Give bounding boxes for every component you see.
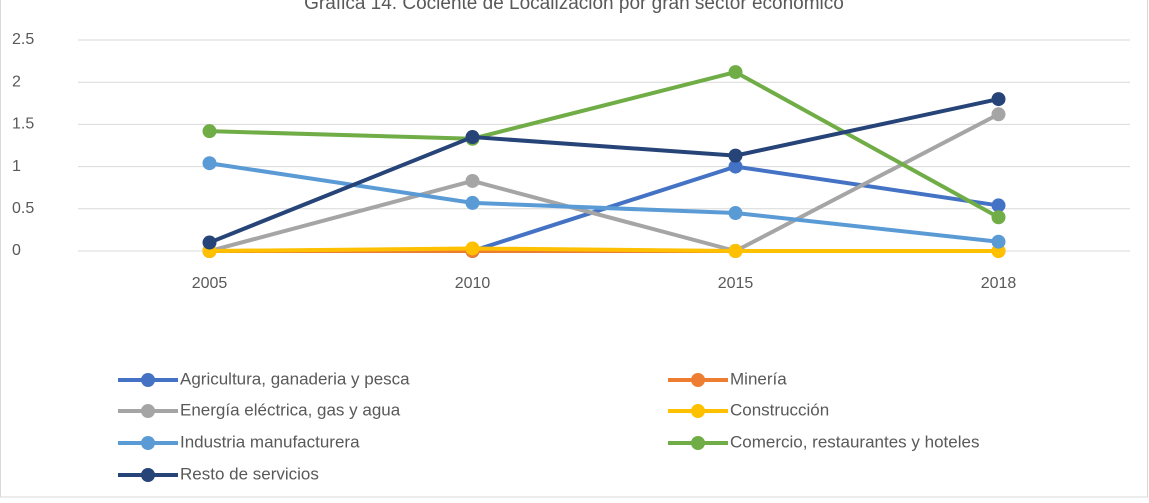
marker [991, 198, 1006, 213]
x-tick-label: 2010 [455, 275, 491, 292]
legend-item: Industria manufacturera [118, 432, 360, 451]
series-line [209, 246, 999, 253]
y-tick-label: 1 [12, 158, 21, 175]
legend-item: Minería [668, 369, 787, 388]
plot-area [202, 65, 1006, 258]
marker [728, 244, 743, 258]
legend-marker [691, 373, 705, 387]
legend: Agricultura, ganaderia y pesca Minería Ene… [118, 369, 979, 483]
legend-item: Construcción [668, 400, 829, 419]
series-line [209, 70, 1000, 219]
y-tick-label: 2.5 [12, 31, 34, 48]
legend-marker [141, 404, 155, 418]
marker [465, 241, 480, 256]
marker [991, 234, 1006, 249]
legend-label: Industria manufacturera [180, 432, 360, 451]
series-line [208, 112, 1000, 253]
legend-item: Comercio, restaurantes y hoteles [668, 432, 979, 451]
legend-marker [691, 436, 705, 450]
series-line [209, 161, 999, 244]
legend-item: Energía eléctrica, gas y agua [118, 400, 401, 419]
y-tick-label: 0.5 [12, 200, 34, 217]
legend-marker [691, 404, 705, 418]
legend-marker [141, 373, 155, 387]
legend-label: Minería [730, 369, 787, 388]
legend-label: Resto de servicios [180, 464, 319, 483]
chart-title: Gráfica 14. Cociente de Localización por… [304, 0, 844, 14]
x-tick-label: 2005 [192, 275, 228, 292]
x-tick-label: 2015 [718, 275, 754, 292]
marker [728, 148, 743, 163]
marker [465, 130, 480, 145]
legend-marker [141, 468, 155, 482]
marker [465, 195, 480, 210]
marker [991, 92, 1006, 107]
marker [728, 65, 743, 80]
marker [728, 206, 743, 221]
marker [202, 235, 217, 250]
legend-item: Agricultura, ganaderia y pesca [118, 369, 410, 388]
legend-label: Agricultura, ganaderia y pesca [180, 369, 410, 388]
marker [202, 124, 217, 139]
marker [728, 159, 743, 174]
marker [991, 210, 1006, 225]
series-line [208, 97, 999, 245]
legend-item: Resto de servicios [118, 464, 319, 483]
y-tick-label: 0 [12, 242, 21, 259]
marker [991, 107, 1006, 122]
legend-label: Comercio, restaurantes y hoteles [730, 432, 979, 451]
marker [202, 156, 217, 171]
y-tick-label: 1.5 [12, 116, 34, 133]
x-tick-label: 2018 [981, 275, 1017, 292]
y-tick-label: 2 [12, 73, 21, 90]
legend-marker [141, 436, 155, 450]
marker [465, 173, 480, 188]
legend-label: Energía eléctrica, gas y agua [180, 400, 401, 419]
legend-label: Construcción [730, 400, 829, 419]
